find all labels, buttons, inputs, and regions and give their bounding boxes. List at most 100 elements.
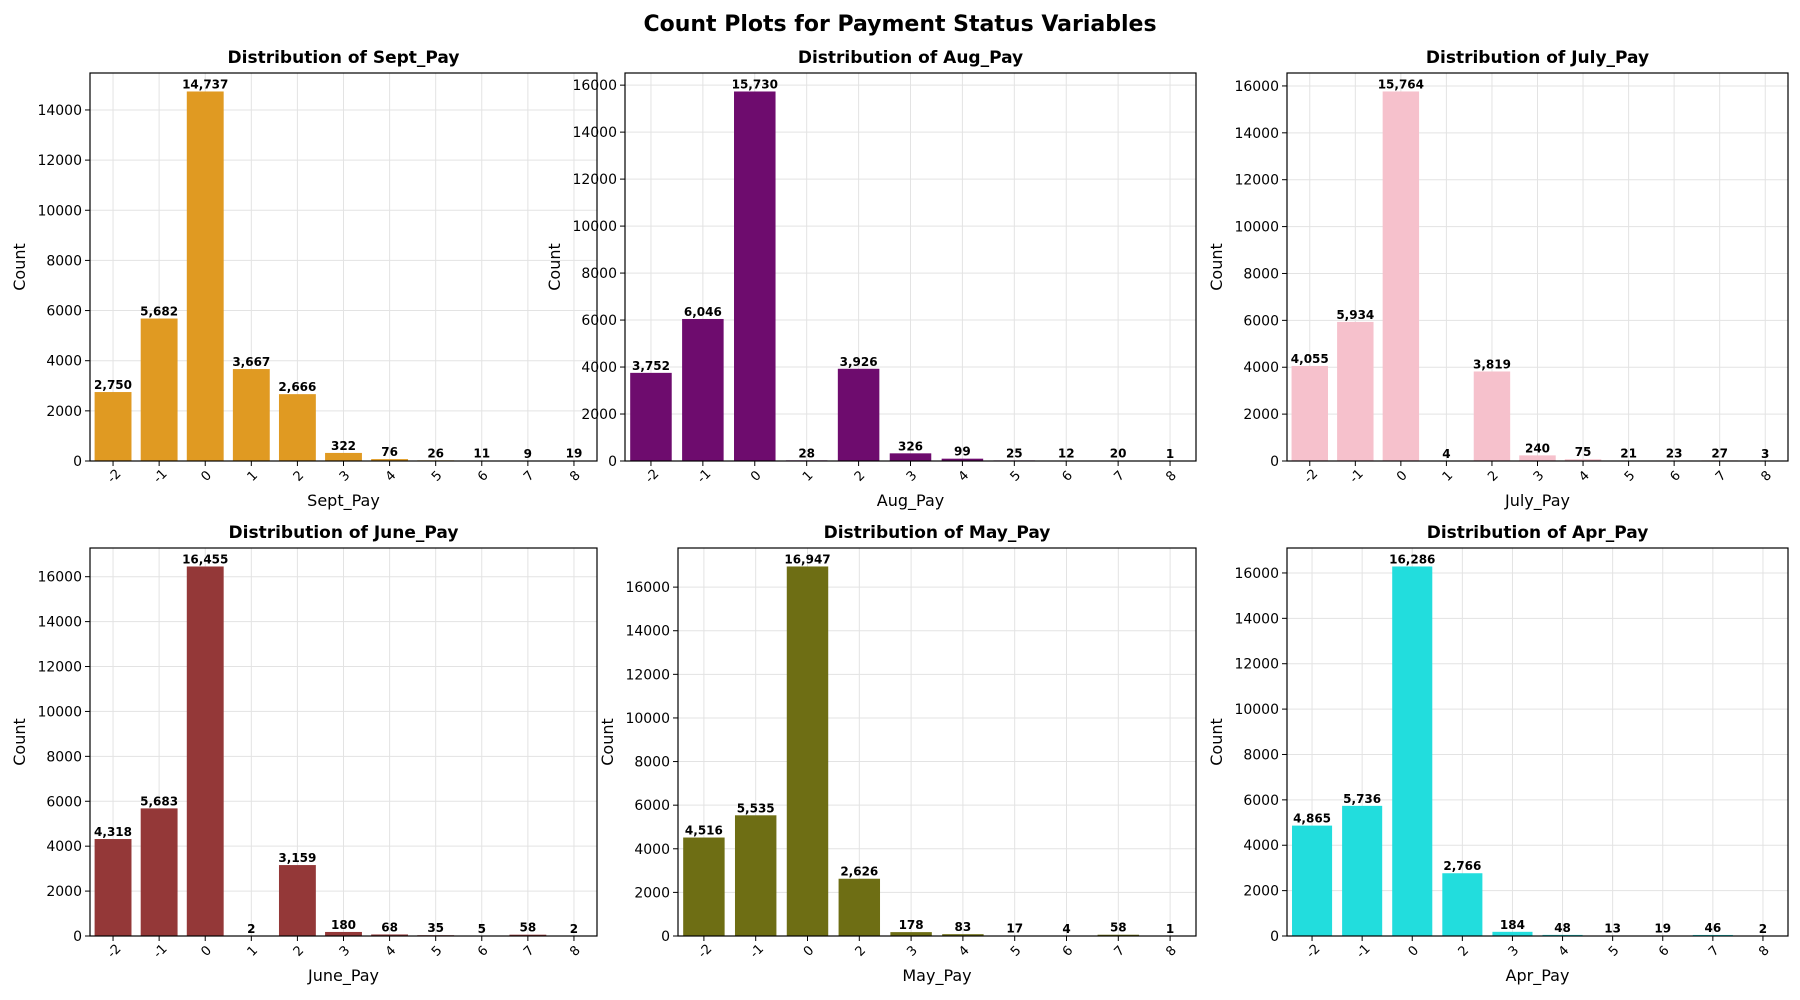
bar-value-label: 14,737 — [182, 77, 228, 91]
x-tick-label: -1 — [747, 942, 767, 962]
y-tick-label: 8000 — [1243, 266, 1279, 282]
y-tick-label: 4000 — [1243, 838, 1279, 854]
bar — [630, 372, 672, 461]
bar-value-label: 26 — [427, 446, 444, 460]
x-tick-label: 8 — [1756, 943, 1772, 959]
bar-value-label: 17 — [1006, 922, 1023, 936]
x-tick-label: -2 — [1304, 942, 1324, 962]
x-tick-label: 5 — [1606, 943, 1622, 959]
y-tick-label: 2000 — [1243, 407, 1279, 423]
y-tick-label: 2000 — [581, 407, 617, 423]
x-tick-label: 6 — [475, 468, 491, 484]
subplot-title: Distribution of June_Pay — [229, 523, 459, 543]
x-tick-label: 2 — [853, 943, 869, 959]
bar — [278, 865, 316, 936]
bar-value-label: 178 — [899, 918, 924, 932]
y-tick-label: 8000 — [46, 749, 82, 765]
bar-value-label: 76 — [381, 445, 398, 459]
y-tick-label: 4000 — [46, 839, 82, 855]
y-tick-label: 14000 — [625, 624, 670, 640]
bar-value-label: 3,667 — [232, 355, 270, 369]
bar — [890, 932, 932, 936]
bar — [371, 934, 409, 936]
y-axis-label: Count — [598, 718, 617, 766]
x-tick-label: 4 — [1556, 943, 1572, 959]
bar-value-label: 35 — [427, 921, 444, 935]
y-tick-label: 0 — [661, 929, 670, 945]
x-axis-label: July_Pay — [1504, 491, 1570, 511]
x-axis-label: Apr_Pay — [1506, 966, 1570, 986]
bar-value-label: 5,535 — [737, 801, 775, 815]
x-tick-label: 4 — [1576, 468, 1592, 484]
bar-value-label: 240 — [1525, 441, 1550, 455]
x-tick-label: 3 — [337, 468, 353, 484]
x-tick-label: 0 — [1406, 943, 1422, 959]
x-tick-label: 8 — [1163, 943, 1179, 959]
y-tick-label: 12000 — [37, 660, 82, 676]
y-tick-label: 0 — [1270, 454, 1279, 470]
bar — [325, 931, 362, 936]
x-tick-label: 8 — [567, 468, 583, 484]
bar-value-label: 48 — [1554, 921, 1571, 935]
y-tick-label: 8000 — [581, 266, 617, 282]
y-axis-label: Count — [10, 718, 29, 766]
y-tick-label: 4000 — [581, 360, 617, 376]
y-tick-label: 0 — [73, 929, 82, 945]
x-tick-label: 7 — [1111, 468, 1127, 484]
y-axis-label: Count — [1207, 243, 1226, 291]
bar-value-label: 12 — [1058, 447, 1075, 461]
bar — [140, 318, 178, 461]
x-axis-label: May_Pay — [902, 966, 971, 986]
bar-value-label: 2,626 — [840, 865, 878, 879]
x-tick-label: -2 — [643, 467, 663, 487]
bar — [1492, 931, 1533, 936]
x-tick-label: 4 — [956, 943, 972, 959]
x-tick-label: 3 — [337, 943, 353, 959]
x-axis-label: Sept_Pay — [307, 491, 380, 511]
bar-value-label: 3,159 — [278, 851, 316, 865]
bar — [1342, 805, 1383, 936]
bar — [325, 452, 362, 461]
bar — [186, 91, 224, 462]
subplot-title: Distribution of Sept_Pay — [228, 48, 460, 68]
x-tick-label: -1 — [151, 942, 171, 962]
x-tick-label: -1 — [1347, 467, 1367, 487]
y-tick-label: 12000 — [572, 172, 617, 188]
bar-value-label: 184 — [1500, 918, 1525, 932]
x-tick-label: 5 — [429, 468, 445, 484]
x-tick-label: -1 — [151, 467, 171, 487]
y-tick-label: 10000 — [572, 219, 617, 235]
bar — [1519, 455, 1556, 461]
axes-frame — [677, 547, 1197, 937]
y-tick-label: 2000 — [46, 884, 82, 900]
x-tick-label: 1 — [800, 468, 816, 484]
subplot-title: Distribution of Apr_Pay — [1427, 523, 1649, 543]
y-tick-label: 4000 — [1243, 360, 1279, 376]
x-tick-label: 1 — [245, 468, 261, 484]
bar — [509, 934, 547, 936]
bar-value-label: 1 — [1166, 922, 1174, 936]
bar — [941, 458, 984, 461]
y-tick-label: 6000 — [581, 313, 617, 329]
x-tick-label: 8 — [1163, 468, 1179, 484]
x-tick-label: 3 — [1506, 943, 1522, 959]
y-tick-label: 8000 — [46, 253, 82, 269]
bar — [1291, 365, 1328, 461]
bar-value-label: 5,683 — [140, 794, 178, 808]
bar — [889, 453, 932, 461]
x-tick-label: 6 — [1667, 468, 1683, 484]
bar-value-label: 2,750 — [94, 378, 132, 392]
bar — [1097, 934, 1140, 936]
bar-value-label: 23 — [1666, 446, 1683, 460]
bar-value-label: 75 — [1575, 445, 1592, 459]
bar-value-label: 180 — [331, 918, 356, 932]
x-tick-label: 5 — [1622, 468, 1638, 484]
bar — [94, 839, 132, 936]
y-tick-label: 16000 — [1234, 79, 1279, 95]
bar-value-label: 3,819 — [1473, 357, 1511, 371]
bar-value-label: 9 — [524, 447, 532, 461]
bar-value-label: 322 — [331, 439, 356, 453]
x-tick-label: -2 — [696, 942, 716, 962]
bar-value-label: 6,046 — [684, 305, 722, 319]
